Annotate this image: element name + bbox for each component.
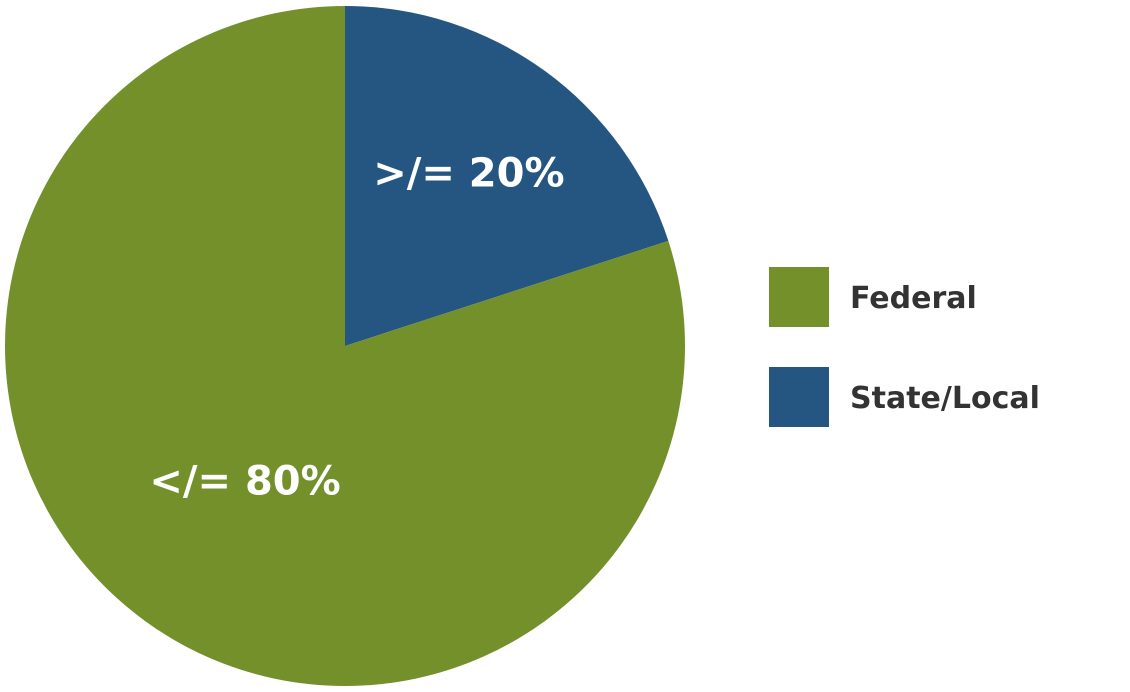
pie-slice-labels: >/= 20% </= 80%: [149, 150, 564, 504]
pie-slices: [4, 6, 686, 687]
pie-slice-state-local: [345, 6, 669, 346]
pie-slice-label-state-local: >/= 20%: [373, 150, 564, 196]
legend: Federal State/Local: [769, 267, 1040, 427]
legend-swatch-state-local: [769, 367, 829, 427]
legend-swatch-federal: [769, 267, 829, 327]
legend-label-federal: Federal: [850, 281, 977, 316]
pie-slice-federal: [4, 6, 686, 687]
legend-label-state-local: State/Local: [850, 381, 1040, 416]
pie-slice-label-federal: </= 80%: [149, 459, 340, 505]
